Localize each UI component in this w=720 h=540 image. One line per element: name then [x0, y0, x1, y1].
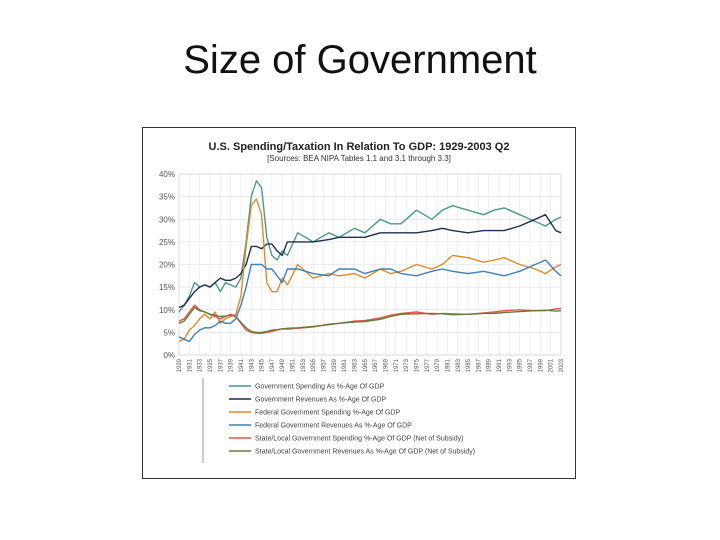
x-tick-label: 1931	[187, 358, 193, 372]
x-tick-label: 1981	[445, 358, 451, 372]
x-tick-label: 1969	[383, 358, 389, 372]
y-tick-label: 25%	[159, 238, 175, 247]
series-line-1	[178, 180, 562, 313]
grid-layer	[178, 173, 562, 356]
slide-title: Size of Government	[183, 38, 537, 82]
x-tick-label: 1995	[518, 358, 524, 372]
x-tick-label: 1953	[301, 358, 307, 372]
x-tick-label: 1933	[198, 358, 204, 372]
x-tick-label: 1961	[342, 358, 348, 372]
x-tick-label: 2003	[559, 358, 565, 372]
x-tick-label: 1951	[291, 358, 297, 372]
x-tick-label: 1993	[507, 358, 513, 372]
x-tick-label: 1985	[466, 358, 472, 372]
x-tick-label: 1943	[249, 358, 255, 372]
x-tick-label: 1977	[425, 358, 431, 372]
x-tick-label: 1957	[322, 358, 328, 372]
legend: Government Spending As %-Age Of GDP Gover…	[202, 378, 475, 463]
x-tick-label: 1949	[280, 358, 286, 372]
axis-layer: 0% 5% 10% 15% 20% 25% 30% 35% 40% 1929 1931 1933 193…	[159, 170, 565, 372]
x-tick-label: 1997	[528, 358, 534, 372]
x-tick-label: 1955	[311, 358, 317, 372]
chart-title: U.S. Spending/Taxation In Relation To GD…	[209, 141, 510, 153]
series-line-4	[178, 259, 562, 343]
y-tick-label: 40%	[159, 170, 175, 179]
x-tick-label: 1999	[538, 358, 544, 372]
legend-label: Federal Government Revenues As %-Age Of …	[255, 423, 412, 430]
x-tick-label: 1937	[218, 358, 224, 372]
x-tick-label: 1941	[239, 358, 245, 372]
series-layer	[178, 180, 562, 343]
series-line-6	[178, 306, 562, 334]
y-tick-label: 0%	[163, 351, 175, 360]
x-tick-label: 1991	[497, 358, 503, 372]
x-tick-label: 1939	[229, 358, 235, 372]
x-tick-label: 1973	[404, 358, 410, 372]
y-tick-label: 15%	[159, 283, 175, 292]
legend-label: State/Local Government Spending %-Age Of…	[255, 436, 463, 443]
y-tick-label: 20%	[159, 261, 175, 270]
y-tick-label: 30%	[159, 215, 175, 224]
legend-label: State/Local Government Revenues As %-Age…	[255, 449, 475, 456]
x-tick-label: 1959	[332, 358, 338, 372]
chart-subtitle: [Sources: BEA NIPA Tables 1.1 and 3.1 th…	[267, 154, 451, 163]
x-tick-label: 1965	[363, 358, 369, 372]
legend-label: Federal Government Spending %-Age Of GDP	[255, 410, 400, 417]
x-tick-label: 1979	[435, 358, 441, 372]
legend-label: Government Revenues As %-Age Of GDP	[255, 397, 386, 404]
x-tick-label: 1947	[270, 358, 276, 372]
x-tick-label: 1975	[414, 358, 420, 372]
legend-label: Government Spending As %-Age Of GDP	[255, 384, 385, 391]
x-tick-label: 2001	[549, 358, 555, 372]
y-tick-label: 5%	[163, 328, 175, 337]
x-tick-label: 1983	[456, 358, 462, 372]
x-tick-label: 1963	[353, 358, 359, 372]
x-tick-label: 1989	[487, 358, 493, 372]
x-tick-label: 1987	[476, 358, 482, 372]
x-tick-label: 1945	[260, 358, 266, 372]
line-chart: U.S. Spending/Taxation In Relation To GD…	[159, 141, 565, 463]
chart-frame: U.S. Spending/Taxation In Relation To GD…	[142, 127, 576, 479]
x-tick-label: 1971	[394, 358, 400, 372]
series-line-3	[178, 198, 562, 343]
series-line-2	[178, 213, 562, 309]
y-tick-label: 10%	[159, 306, 175, 315]
x-tick-label: 1929	[177, 358, 183, 372]
x-tick-label: 1935	[208, 358, 214, 372]
x-tick-label: 1967	[373, 358, 379, 372]
y-tick-label: 35%	[159, 193, 175, 202]
